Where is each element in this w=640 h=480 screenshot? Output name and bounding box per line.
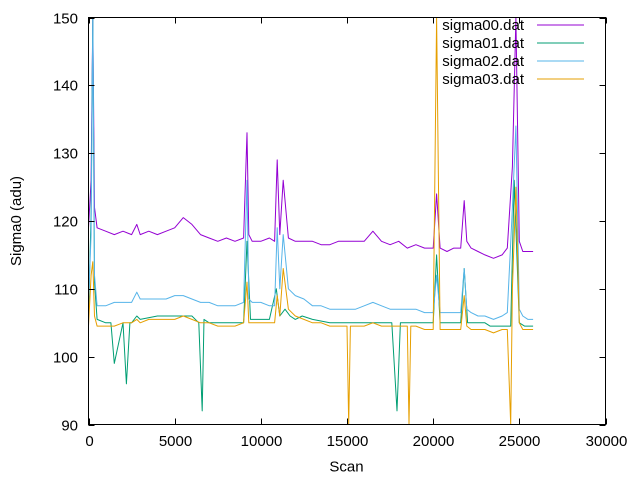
legend: sigma00.datsigma01.datsigma02.datsigma03… [442,17,584,88]
y-tick-label: 100 [53,350,78,367]
x-tick-label: 20000 [413,433,455,450]
axis-layer: 0 5000 10000 15000 20000 25000 30000 90 100 110 12… [53,11,627,451]
legend-label: sigma01.dat [442,35,525,52]
y-tick-label: 130 [53,146,78,163]
series-layer [88,17,534,425]
y-axis-label: Sigma0 (adu) [8,176,25,266]
y-tick-label: 140 [53,78,78,95]
x-tick-label: 25000 [499,433,541,450]
y-tick-label: 120 [53,214,78,231]
x-tick-label: 15000 [327,433,369,450]
y-tick-label: 90 [61,418,78,435]
x-axis-label: Scan [329,459,363,476]
legend-label: sigma02.dat [442,53,525,70]
legend-label: sigma03.dat [442,71,525,88]
y-tick-label: 110 [54,282,78,299]
legend-label: sigma00.dat [442,17,525,34]
y-tick-label: 150 [53,11,78,28]
x-tick-label: 30000 [586,433,628,450]
series-line-sigma02-dat [88,17,534,320]
x-tick-label: 0 [85,433,93,450]
x-tick-label: 5000 [159,433,192,450]
series-line-sigma00-dat [88,17,534,259]
plot-frame [88,17,606,425]
x-tick-label: 10000 [241,433,283,450]
series-line-sigma03-dat [88,17,534,425]
